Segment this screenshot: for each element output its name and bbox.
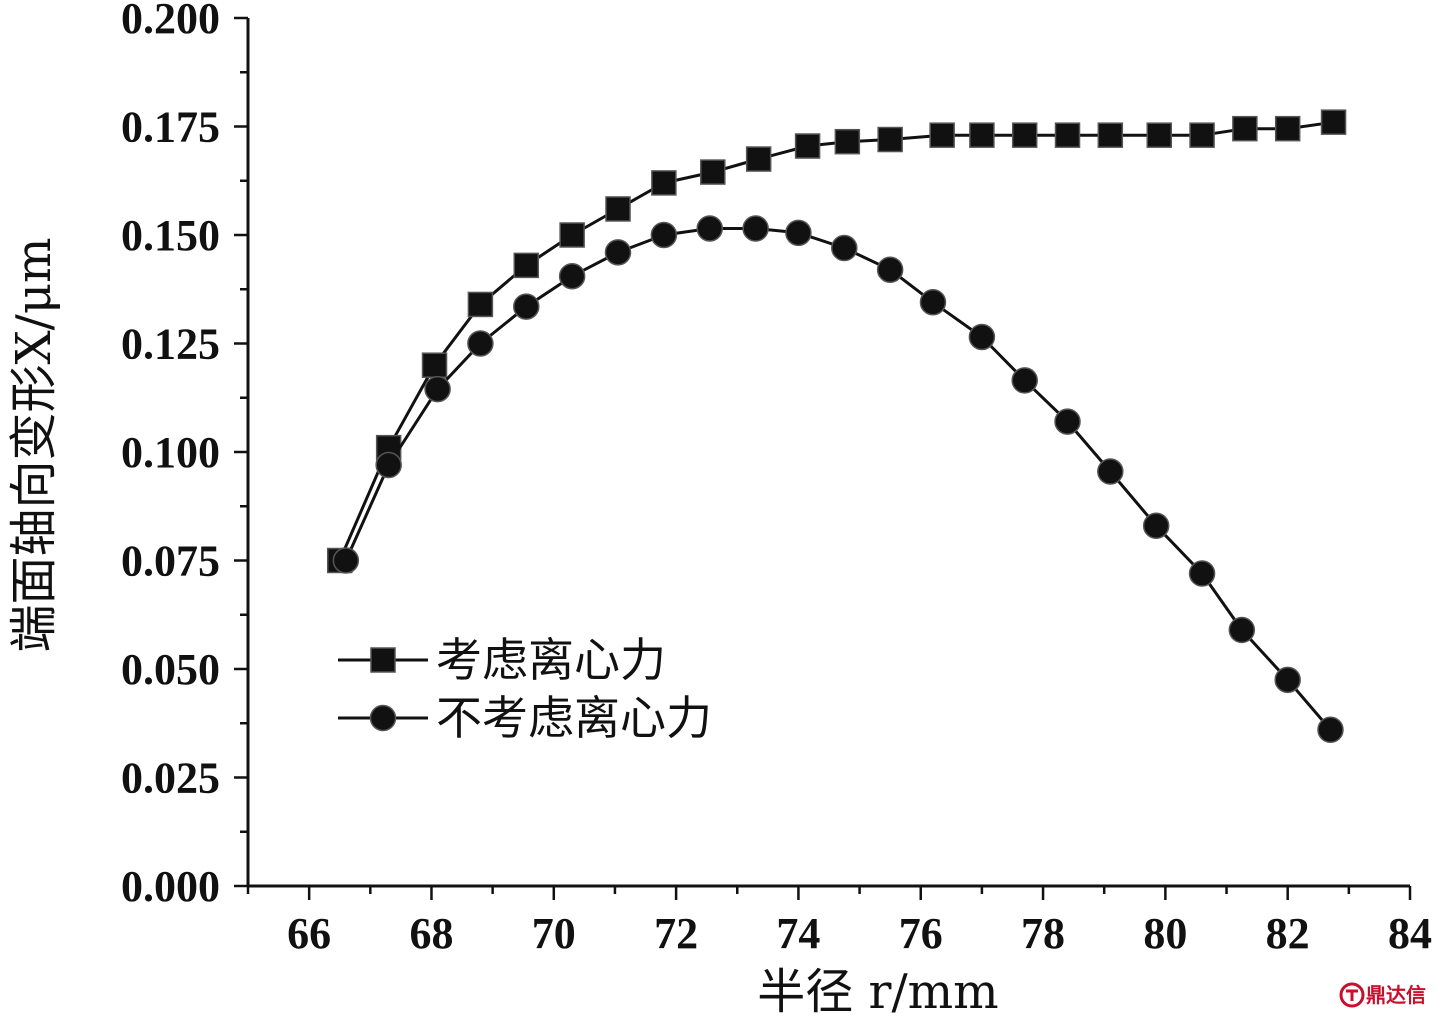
legend-item: 考虑离心力 bbox=[338, 633, 666, 687]
data-point bbox=[1097, 122, 1124, 148]
data-point bbox=[1146, 122, 1173, 148]
data-point bbox=[1317, 716, 1344, 744]
watermark: 鼎达信 bbox=[1339, 982, 1426, 1008]
data-point bbox=[929, 122, 955, 148]
data-point bbox=[651, 170, 677, 196]
data-point bbox=[605, 196, 631, 222]
data-point bbox=[877, 126, 903, 153]
data-point bbox=[696, 215, 723, 242]
data-point bbox=[1142, 512, 1170, 540]
data-point bbox=[1189, 122, 1215, 148]
data-point bbox=[1320, 109, 1347, 135]
data-point bbox=[513, 252, 540, 279]
y-tick-label: 0.025 bbox=[121, 754, 220, 803]
x-tick-label: 70 bbox=[532, 909, 576, 958]
data-point bbox=[467, 291, 494, 318]
data-point bbox=[1054, 408, 1081, 435]
data-point bbox=[1097, 458, 1124, 485]
x-tick-label: 68 bbox=[409, 909, 453, 958]
x-tick-label: 74 bbox=[776, 909, 820, 958]
data-point bbox=[375, 451, 402, 479]
data-point bbox=[1232, 115, 1258, 142]
y-tick-label: 0.075 bbox=[121, 537, 220, 586]
x-tick-label: 82 bbox=[1266, 909, 1310, 958]
y-tick-label: 0.000 bbox=[121, 862, 220, 911]
data-point bbox=[831, 234, 858, 262]
x-tick-label: 80 bbox=[1143, 909, 1187, 958]
y-tick-label: 0.050 bbox=[121, 645, 220, 694]
x-tick-label: 66 bbox=[287, 909, 331, 958]
plot-area bbox=[326, 109, 1347, 744]
data-point bbox=[1011, 122, 1038, 148]
data-point bbox=[794, 133, 821, 159]
data-point bbox=[604, 239, 632, 266]
data-point bbox=[332, 547, 360, 574]
data-point bbox=[559, 222, 585, 248]
data-point bbox=[650, 221, 678, 249]
x-tick-label: 78 bbox=[1021, 909, 1065, 958]
x-tick-label: 84 bbox=[1388, 909, 1432, 958]
data-point bbox=[558, 262, 586, 290]
axes bbox=[246, 18, 1410, 888]
x-tick-label: 72 bbox=[654, 909, 698, 958]
data-point bbox=[1274, 666, 1301, 694]
data-point bbox=[421, 352, 448, 378]
data-point bbox=[1188, 560, 1216, 587]
legend-item: 不考虑离心力 bbox=[338, 691, 712, 745]
legend-marker bbox=[369, 704, 397, 732]
data-point bbox=[1011, 367, 1038, 394]
data-point bbox=[876, 256, 904, 283]
data-point bbox=[745, 146, 772, 172]
series-without-centrifugal bbox=[332, 215, 1344, 744]
data-point bbox=[424, 375, 451, 403]
x-tick-label: 76 bbox=[899, 909, 943, 958]
data-point bbox=[700, 159, 726, 185]
watermark-logo-mark bbox=[1346, 989, 1358, 1001]
data-point bbox=[1228, 616, 1256, 644]
data-point bbox=[467, 330, 494, 357]
data-point bbox=[742, 215, 769, 242]
y-axis-ticks: 0.000 0.025 0.050 0.075 0.100 0.125 0.150 0.175… bbox=[121, 0, 248, 911]
data-point bbox=[969, 122, 995, 148]
data-point bbox=[513, 293, 540, 320]
legend-marker bbox=[370, 647, 396, 673]
legend-label: 不考虑离心力 bbox=[436, 691, 712, 745]
data-point bbox=[1274, 115, 1301, 142]
data-point bbox=[968, 323, 996, 351]
y-tick-label: 0.125 bbox=[121, 320, 220, 369]
data-point bbox=[834, 128, 861, 155]
data-point bbox=[785, 219, 812, 247]
x-axis-ticks: 66 68 70 72 74 76 78 80 82 84 bbox=[246, 886, 1432, 958]
y-tick-label: 0.175 bbox=[121, 103, 220, 152]
series-with-centrifugal bbox=[326, 109, 1347, 574]
x-axis-title: 半径 r/mm bbox=[757, 964, 998, 1017]
data-point bbox=[919, 289, 947, 316]
y-tick-label: 0.150 bbox=[121, 211, 220, 260]
y-tick-label: 0.200 bbox=[121, 0, 220, 43]
watermark-logo-icon bbox=[1339, 982, 1365, 1008]
watermark-text: 鼎达信 bbox=[1366, 983, 1426, 1007]
data-point bbox=[1054, 122, 1081, 148]
y-axis-title: 端面轴向变形X/μm bbox=[6, 237, 62, 652]
legend-label: 考虑离心力 bbox=[436, 633, 666, 687]
y-tick-label: 0.100 bbox=[121, 428, 220, 477]
